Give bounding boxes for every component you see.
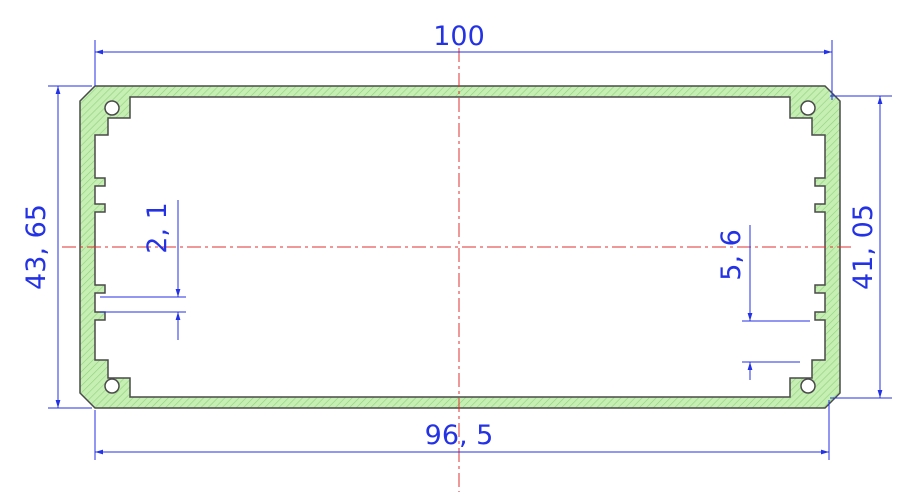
dimension-left-slot: 2, 1 xyxy=(142,202,173,254)
dimension-lines xyxy=(48,40,892,460)
dimension-inner-width: 96, 5 xyxy=(425,420,494,451)
dimension-inner-height: 41, 05 xyxy=(848,204,879,290)
screw-holes xyxy=(104,100,816,394)
dimension-overall-width: 100 xyxy=(433,21,485,52)
centerlines xyxy=(62,48,852,492)
dimension-overall-height: 43, 65 xyxy=(21,204,52,290)
dimension-right-slot: 5, 6 xyxy=(716,229,747,281)
enclosure-profile xyxy=(79,85,841,409)
